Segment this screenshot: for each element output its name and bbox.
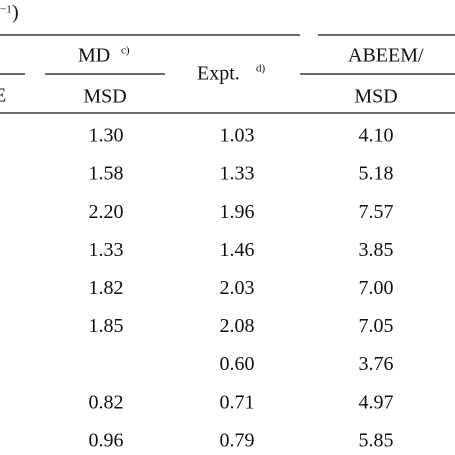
cell: 5.85 — [359, 429, 394, 451]
cell: 1.82 — [89, 277, 124, 299]
cell: 1.03 — [220, 125, 255, 147]
cell: 1.30 — [89, 125, 124, 147]
cell: 5.18 — [359, 163, 394, 185]
left-fragment: E — [0, 85, 6, 107]
cell: 1.96 — [220, 201, 255, 223]
cell: 0.79 — [220, 429, 255, 451]
cell: 2.08 — [220, 315, 255, 337]
column-header: ABEEM/ — [348, 45, 424, 67]
column-subheader: MSD — [354, 86, 397, 108]
cell: 0.82 — [89, 391, 124, 413]
cell: 7.57 — [359, 201, 394, 223]
cell: 1.58 — [89, 163, 124, 185]
cell: 1.46 — [220, 239, 255, 261]
column-header: Expt. — [197, 63, 240, 85]
cell: 0.96 — [89, 429, 124, 451]
column-header: MD — [78, 45, 110, 67]
cell: 1.85 — [89, 315, 124, 337]
unit-close: ) — [12, 2, 19, 24]
cell: 4.10 — [359, 125, 394, 147]
cell: 7.05 — [359, 315, 394, 337]
cell: 3.85 — [359, 239, 394, 261]
column-note: d) — [256, 63, 266, 75]
cell: 1.33 — [220, 163, 255, 185]
cell: 4.97 — [359, 391, 394, 413]
cell: 0.60 — [220, 353, 255, 375]
cell: 2.03 — [220, 277, 255, 299]
column-note: c) — [121, 45, 130, 57]
column-subheader: MSD — [83, 86, 126, 108]
unit-exponent: −1 — [0, 4, 12, 16]
cell: 1.33 — [89, 239, 124, 261]
cell: 3.76 — [359, 353, 394, 375]
cell: 7.00 — [359, 277, 394, 299]
cell: 0.71 — [220, 391, 255, 413]
cell: 2.20 — [89, 201, 124, 223]
